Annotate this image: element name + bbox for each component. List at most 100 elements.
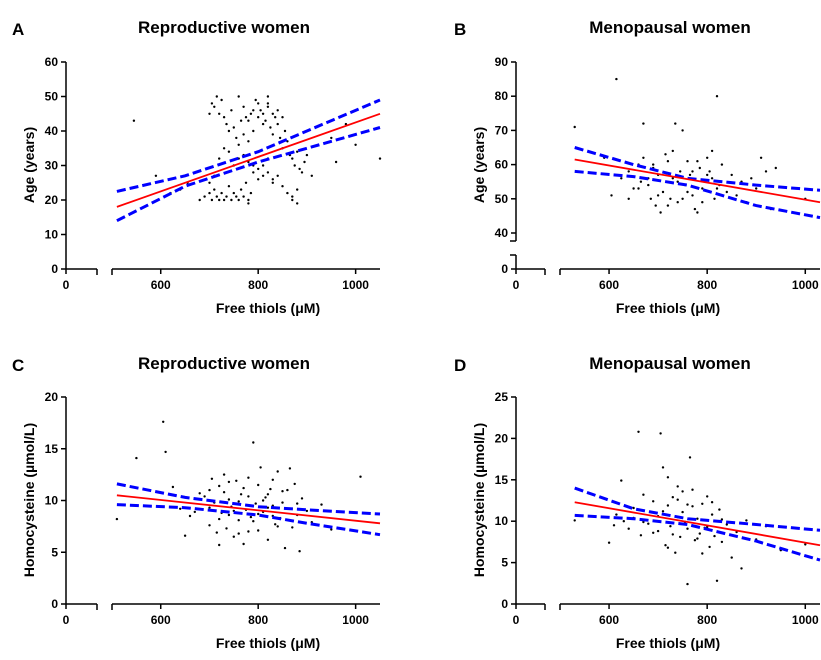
x-tick-label-d: 800 (697, 613, 717, 627)
data-point (208, 191, 211, 195)
data-point (296, 202, 299, 205)
data-point (266, 506, 270, 509)
data-point (666, 504, 670, 507)
data-point (237, 95, 240, 98)
data-point (303, 160, 306, 164)
data-point (664, 153, 667, 156)
data-point (281, 490, 284, 493)
data-point (661, 466, 665, 469)
data-point (710, 513, 714, 516)
data-point (669, 197, 672, 200)
data-point (669, 525, 672, 528)
data-point (679, 535, 682, 539)
data-point (247, 476, 250, 479)
data-point (656, 194, 660, 197)
data-point (730, 556, 733, 559)
data-point (208, 524, 211, 527)
x-axis-label-b: Free thiols (μM) (616, 300, 720, 316)
data-point (688, 456, 692, 459)
panel-d: D Menopausal women 0 5 10 15 20 25 0 600 800 1000 Fr… (454, 354, 821, 651)
data-point (691, 505, 694, 508)
data-point (730, 173, 733, 177)
data-point (755, 187, 758, 190)
x-axis-label-c: Free thiols (μM) (216, 635, 320, 651)
data-point (254, 502, 257, 505)
data-point (701, 201, 704, 204)
data-point (642, 156, 645, 159)
data-point (227, 129, 231, 133)
data-point (286, 488, 289, 492)
data-point (627, 197, 630, 200)
data-point (220, 98, 223, 102)
data-point (266, 95, 270, 98)
data-point (235, 195, 238, 198)
data-point (676, 485, 679, 488)
data-point (215, 95, 218, 98)
data-point (276, 525, 279, 528)
data-point (266, 493, 270, 496)
data-point (718, 508, 721, 511)
data-point (198, 198, 201, 202)
data-point (620, 177, 623, 180)
data-point (291, 157, 294, 160)
data-point (691, 194, 694, 197)
data-point (671, 149, 674, 153)
data-point (656, 529, 660, 533)
data-point (227, 185, 231, 188)
regression-line-d (574, 501, 821, 547)
x-axis-label-d: Free thiols (μM) (616, 635, 720, 651)
data-point (222, 198, 226, 202)
x-tick-label-d: 600 (599, 613, 619, 627)
data-point (696, 517, 699, 520)
y-tick-label-a: 40 (45, 124, 59, 138)
data-point (661, 190, 665, 194)
data-point (298, 550, 301, 553)
data-point (359, 475, 362, 478)
data-point (154, 174, 158, 177)
y-tick-label-b: 90 (495, 55, 509, 69)
y-tick-label-c: 0 (51, 597, 58, 611)
regression-line-a (116, 112, 381, 208)
x-tick-label-c: 800 (248, 613, 268, 627)
data-point (264, 496, 267, 499)
data-point (283, 546, 287, 550)
data-point (281, 116, 284, 119)
data-point (300, 171, 304, 174)
data-point (274, 523, 277, 526)
data-point (750, 177, 753, 180)
data-point (671, 496, 674, 499)
data-point (274, 116, 277, 119)
data-point (713, 197, 716, 200)
data-point (218, 112, 221, 116)
data-point (242, 133, 245, 136)
x-tick-label-a: 0 (63, 278, 70, 292)
data-point (271, 133, 274, 136)
data-point (701, 187, 704, 190)
data-point (740, 567, 743, 570)
data-point (642, 493, 645, 496)
data-point (654, 204, 657, 207)
data-point (305, 153, 309, 157)
points-b (573, 77, 807, 214)
data-point (649, 197, 652, 200)
data-point (203, 495, 206, 498)
data-point (759, 156, 763, 159)
y-tick-label-a: 10 (45, 228, 59, 242)
data-point (708, 545, 711, 549)
y-tick-label-c: 5 (51, 545, 58, 559)
data-point (291, 526, 294, 529)
x-tick-label-c: 0 (63, 613, 70, 627)
data-point (266, 171, 270, 174)
data-point (706, 495, 709, 498)
data-point (620, 479, 623, 482)
data-point (296, 502, 299, 505)
data-point (210, 477, 214, 480)
ci-upper-line-d (574, 486, 821, 532)
data-point (725, 523, 728, 526)
data-point (676, 201, 679, 204)
data-point (215, 531, 218, 534)
data-point (681, 510, 684, 514)
data-point (659, 432, 662, 435)
data-point (210, 198, 214, 202)
data-point (691, 488, 694, 491)
